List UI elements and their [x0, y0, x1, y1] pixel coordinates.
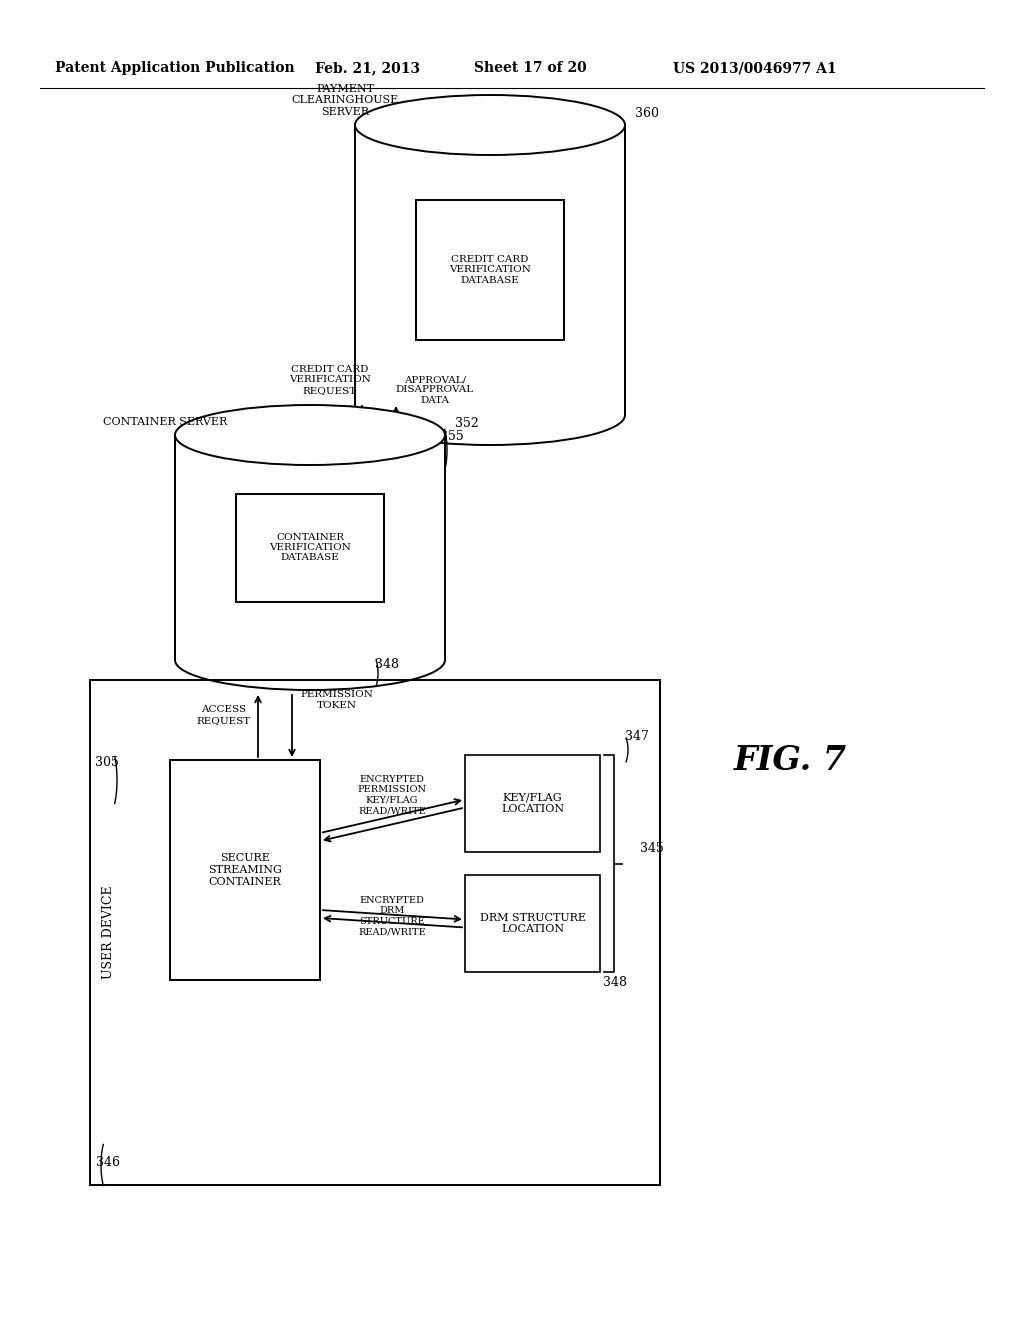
Text: 348: 348 [375, 659, 399, 672]
Text: 345: 345 [640, 842, 664, 855]
Text: US 2013/0046977 A1: US 2013/0046977 A1 [673, 61, 837, 75]
Text: ENCRYPTED
DRM
STRUCTURE
READ/WRITE: ENCRYPTED DRM STRUCTURE READ/WRITE [358, 896, 426, 936]
Ellipse shape [175, 405, 445, 465]
Text: CONTAINER
VERIFICATION
DATABASE: CONTAINER VERIFICATION DATABASE [269, 532, 351, 562]
Bar [170, 760, 319, 979]
Bar [236, 494, 384, 602]
Ellipse shape [355, 95, 625, 154]
Bar [355, 125, 625, 414]
Text: USER DEVICE: USER DEVICE [101, 886, 115, 979]
Text: 347: 347 [625, 730, 649, 743]
Bar [465, 875, 600, 972]
Text: ACCESS
REQUEST: ACCESS REQUEST [197, 705, 251, 725]
Text: 305: 305 [95, 755, 119, 768]
Text: APPROVAL/
DISAPPROVAL
DATA: APPROVAL/ DISAPPROVAL DATA [396, 375, 474, 405]
Text: 355: 355 [440, 430, 464, 444]
Text: CONTAINER SERVER: CONTAINER SERVER [102, 417, 227, 426]
Text: Patent Application Publication: Patent Application Publication [55, 61, 295, 75]
Text: PAYMENT
CLEARINGHOUSE
SERVER: PAYMENT CLEARINGHOUSE SERVER [292, 83, 398, 117]
Text: ENCRYPTED
PERMISSION
KEY/FLAG
READ/WRITE: ENCRYPTED PERMISSION KEY/FLAG READ/WRITE [357, 775, 427, 814]
Text: 352: 352 [455, 417, 479, 430]
Text: Sheet 17 of 20: Sheet 17 of 20 [474, 61, 587, 75]
Bar [465, 755, 600, 851]
Bar [90, 680, 660, 1185]
Text: SECURE
STREAMING
CONTAINER: SECURE STREAMING CONTAINER [208, 854, 282, 887]
Text: CREDIT CARD
VERIFICATION
DATABASE: CREDIT CARD VERIFICATION DATABASE [450, 255, 530, 285]
Bar [416, 201, 564, 339]
Text: PERMISSION
TOKEN: PERMISSION TOKEN [301, 690, 374, 710]
Text: CREDIT CARD
VERIFICATION
REQUEST: CREDIT CARD VERIFICATION REQUEST [289, 366, 371, 395]
Bar [175, 436, 445, 660]
Text: 360: 360 [635, 107, 659, 120]
Text: 348: 348 [603, 975, 627, 989]
Text: Feb. 21, 2013: Feb. 21, 2013 [315, 61, 421, 75]
Text: 346: 346 [96, 1156, 120, 1170]
Text: FIG. 7: FIG. 7 [733, 743, 847, 776]
Text: KEY/FLAG
LOCATION: KEY/FLAG LOCATION [501, 793, 564, 814]
Text: DRM STRUCTURE
LOCATION: DRM STRUCTURE LOCATION [479, 912, 586, 935]
